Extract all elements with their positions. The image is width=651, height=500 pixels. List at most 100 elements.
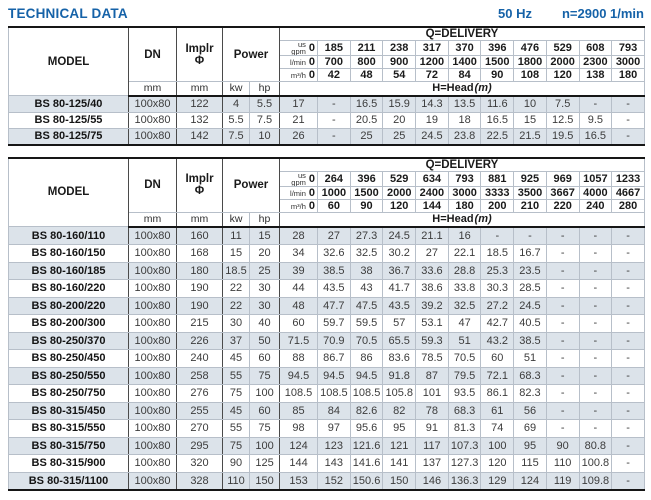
- power-header: Power: [221, 157, 281, 213]
- speed-label: n=2900 1/min: [561, 6, 644, 21]
- flow-value: 180: [611, 68, 645, 82]
- head-cell: 20: [382, 111, 417, 129]
- impeller-cell: 190: [176, 279, 223, 298]
- head-cell: 123: [317, 436, 351, 455]
- table-header: MODEL DN Implr Φ Power Q=DELIVERY us gpm 0 185 2…: [8, 26, 645, 97]
- head-cell: 86.7: [317, 349, 351, 368]
- head-cell: 23.8: [447, 127, 482, 145]
- hp-cell: 100: [248, 436, 281, 455]
- head-cell: 23.5: [513, 261, 547, 280]
- head-cell: -: [578, 226, 613, 245]
- head-cell: 117: [415, 436, 449, 455]
- head-cell: -: [317, 127, 351, 145]
- head-cell: 33.8: [447, 279, 482, 298]
- head-cell: 108.5: [349, 384, 384, 403]
- head-label: H=Head: [432, 82, 474, 95]
- head-cell: 150: [382, 471, 417, 491]
- head-cell: 146: [415, 471, 449, 491]
- flow-value: 3667: [545, 186, 580, 200]
- head-cell: -: [545, 331, 580, 350]
- head-cell: 136.3: [447, 471, 482, 491]
- head-cell: 39: [279, 261, 319, 280]
- head-cell: 95: [513, 436, 547, 455]
- head-cell: 124: [279, 436, 319, 455]
- head-cell: 59.5: [349, 314, 384, 333]
- head-cell: -: [611, 127, 645, 145]
- flow-zero-value: 0: [308, 200, 316, 212]
- model-cell: BS 80-160/220: [8, 279, 129, 298]
- hp-cell: 75: [248, 366, 281, 385]
- head-cell: 21.1: [415, 226, 449, 245]
- impeller-cell: 215: [176, 314, 223, 333]
- head-cell: -: [611, 331, 645, 350]
- dn-cell: 100x80: [128, 401, 177, 420]
- flow-value: 800: [349, 55, 384, 69]
- head-cell: 71.5: [279, 331, 319, 350]
- flow-value: 3500: [513, 186, 547, 200]
- dn-cell: 100x80: [128, 279, 177, 298]
- model-cell: BS 80-315/750: [8, 436, 129, 455]
- model-cell: BS 80-315/450: [8, 401, 129, 420]
- head-cell: -: [578, 296, 613, 315]
- head-cell: 47.7: [317, 296, 351, 315]
- head-cell: 94.5: [279, 366, 319, 385]
- header-row-top: MODEL DN Implr Φ Power Q=DELIVERY: [8, 26, 645, 96]
- flow-value: 72: [415, 68, 449, 82]
- dn-cell: 100x80: [128, 296, 177, 315]
- head-cell: -: [611, 401, 645, 420]
- kw-cell: 22: [222, 279, 250, 298]
- head-cell: 65.5: [382, 331, 417, 350]
- dn-cell: 100x80: [128, 261, 177, 280]
- model-header: MODEL: [8, 157, 129, 227]
- kw-cell: 11: [222, 226, 250, 245]
- flow-value: 396: [480, 40, 515, 56]
- head-cell: -: [578, 384, 613, 403]
- head-cell: 115: [513, 454, 547, 473]
- flow-unit-label: m³/h: [290, 201, 306, 211]
- head-cell: -: [545, 419, 580, 438]
- head-cell: 60: [279, 314, 319, 333]
- model-cell: BS 80-250/550: [8, 366, 129, 385]
- flow-unit-label: l/min: [290, 188, 306, 198]
- head-cell: 24.5: [382, 226, 417, 245]
- flow-value: 120: [382, 199, 417, 213]
- head-cell: 110: [545, 454, 580, 473]
- impeller-header: Implr Φ: [176, 26, 223, 82]
- impeller-unit: mm: [176, 212, 223, 228]
- head-cell: 38.5: [317, 261, 351, 280]
- head-cell: 79.5: [447, 366, 482, 385]
- head-cell: 141.6: [349, 454, 384, 473]
- head-cell: 80.8: [578, 436, 613, 455]
- impeller-cell: 328: [176, 471, 223, 491]
- table-row: BS 80-125/40 100x80 122 4 5.5 17-16.5 15.9 14.3…: [8, 95, 645, 113]
- head-cell: 81.3: [447, 419, 482, 438]
- flow-value: 700: [317, 55, 351, 69]
- head-cell: 38.6: [415, 279, 449, 298]
- flow-value: 4000: [578, 186, 613, 200]
- head-cell: 27: [317, 226, 351, 245]
- head-cell: 24.5: [415, 127, 449, 145]
- head-cell: -: [611, 244, 645, 263]
- kw-cell: 37: [222, 331, 250, 350]
- head-cell: -: [578, 349, 613, 368]
- hp-cell: 30: [248, 296, 281, 315]
- flow-unit-cell: us gpm 0: [279, 40, 319, 56]
- head-cell: 84: [317, 401, 351, 420]
- impeller-cell: 122: [176, 95, 223, 113]
- flow-value: 793: [447, 171, 482, 187]
- flow-value: 529: [382, 171, 417, 187]
- hp-cell: 15: [248, 226, 281, 245]
- head-cell: 34: [279, 244, 319, 263]
- head-cell: -: [578, 279, 613, 298]
- delivery-header: Q=DELIVERY: [279, 26, 645, 41]
- head-cell: 38: [349, 261, 384, 280]
- head-cell: 137: [415, 454, 449, 473]
- model-cell: BS 80-160/185: [8, 261, 129, 280]
- flow-value: 1800: [513, 55, 547, 69]
- head-cell: 39.2: [415, 296, 449, 315]
- head-cell: 86.1: [480, 384, 515, 403]
- pump-table-80-125: MODEL DN Implr Φ Power Q=DELIVERY us gpm 0 185 2…: [8, 26, 645, 146]
- head-cell: 16.5: [480, 111, 515, 129]
- head-cell: 15: [513, 111, 547, 129]
- hp-cell: 30: [248, 279, 281, 298]
